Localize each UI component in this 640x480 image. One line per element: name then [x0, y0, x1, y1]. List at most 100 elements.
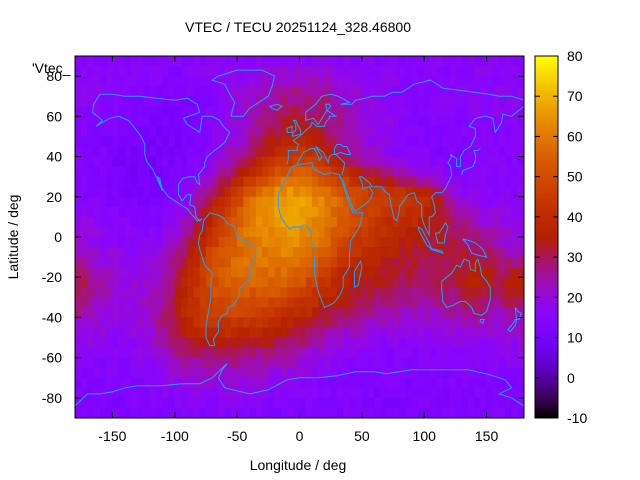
heatmap-cell	[330, 166, 338, 178]
heatmap-cell	[81, 247, 89, 258]
heatmap-cell	[287, 206, 294, 218]
heatmap-cell	[442, 206, 450, 218]
heatmap-cell	[280, 247, 288, 258]
colorbar-tick-label: 10	[567, 330, 583, 346]
heatmap-cell	[305, 176, 313, 188]
heatmap-cell	[343, 166, 350, 178]
heatmap-cell	[149, 337, 157, 349]
heatmap-cell	[156, 136, 163, 148]
heatmap-cell	[293, 206, 301, 218]
heatmap-cell	[511, 156, 519, 168]
heatmap-cell	[442, 327, 450, 339]
heatmap-cell	[162, 367, 170, 379]
heatmap-cell	[262, 397, 269, 409]
heatmap-cell	[106, 126, 114, 138]
heatmap-cell	[442, 377, 450, 389]
heatmap-cell	[243, 186, 251, 198]
heatmap-cell	[305, 66, 313, 77]
heatmap-cell	[474, 196, 481, 208]
heatmap-cell	[386, 317, 394, 329]
heatmap-cell	[237, 327, 244, 339]
heatmap-cell	[299, 407, 307, 418]
heatmap-cell	[411, 237, 419, 248]
heatmap-cell	[162, 186, 170, 198]
heatmap-cell	[149, 76, 157, 87]
heatmap-cell	[174, 176, 182, 188]
heatmap-cell	[205, 287, 213, 298]
heatmap-cell	[181, 66, 188, 77]
heatmap-cell	[224, 196, 232, 208]
heatmap-cell	[287, 116, 294, 127]
heatmap-cell	[467, 307, 475, 319]
heatmap-cell	[305, 196, 313, 208]
heatmap-cell	[230, 106, 238, 117]
heatmap-cell	[224, 216, 232, 228]
heatmap-cell	[81, 176, 89, 188]
heatmap-cell	[517, 86, 524, 97]
heatmap-cell	[143, 186, 151, 198]
heatmap-cell	[461, 186, 469, 198]
heatmap-cell	[99, 176, 107, 188]
heatmap-cell	[349, 136, 357, 148]
heatmap-cell	[330, 387, 338, 399]
heatmap-cell	[230, 337, 238, 349]
heatmap-cell	[187, 216, 195, 228]
heatmap-cell	[262, 176, 269, 188]
heatmap-cell	[243, 226, 251, 238]
heatmap-cell	[393, 76, 400, 87]
heatmap-cell	[430, 56, 438, 67]
heatmap-cell	[287, 96, 294, 107]
heatmap-cell	[218, 287, 226, 298]
heatmap-cell	[430, 397, 438, 409]
heatmap-cell	[299, 186, 307, 198]
heatmap-cell	[112, 86, 120, 97]
heatmap-cell	[156, 327, 163, 339]
heatmap-cell	[405, 86, 413, 97]
heatmap-cell	[368, 357, 375, 369]
heatmap-cell	[243, 287, 251, 298]
heatmap-cell	[280, 106, 288, 117]
heatmap-cell	[311, 206, 319, 218]
heatmap-cell	[480, 277, 488, 288]
heatmap-cell	[280, 226, 288, 238]
heatmap-cell	[162, 96, 170, 107]
heatmap-cell	[255, 136, 263, 148]
heatmap-cell	[461, 76, 469, 87]
heatmap-cell	[349, 126, 357, 138]
heatmap-cell	[492, 347, 500, 359]
heatmap-cell	[374, 96, 382, 107]
heatmap-cell	[442, 297, 450, 308]
heatmap-cell	[486, 176, 494, 188]
heatmap-cell	[93, 146, 101, 158]
heatmap-cell	[131, 297, 138, 308]
heatmap-cell	[436, 367, 444, 379]
heatmap-cell	[212, 287, 220, 298]
heatmap-cell	[455, 166, 463, 178]
heatmap-cell	[124, 136, 132, 148]
heatmap-cell	[486, 347, 494, 359]
heatmap-cell	[349, 96, 357, 107]
heatmap-cell	[287, 237, 294, 248]
heatmap-cell	[405, 397, 413, 409]
heatmap-cell	[255, 337, 263, 349]
heatmap-cell	[249, 327, 257, 339]
heatmap-cell	[461, 267, 469, 278]
heatmap-cell	[262, 86, 269, 97]
heatmap-cell	[336, 216, 344, 228]
heatmap-cell	[386, 357, 394, 369]
heatmap-cell	[124, 226, 132, 238]
heatmap-cell	[455, 307, 463, 319]
heatmap-cell	[499, 136, 506, 148]
heatmap-cell	[442, 347, 450, 359]
heatmap-cell	[461, 196, 469, 208]
heatmap-cell	[442, 126, 450, 138]
heatmap-cell	[124, 186, 132, 198]
heatmap-cell	[474, 387, 481, 399]
heatmap-cell	[137, 76, 145, 87]
heatmap-cell	[330, 216, 338, 228]
heatmap-cell	[343, 357, 350, 369]
heatmap-cell	[230, 226, 238, 238]
heatmap-cell	[255, 126, 263, 138]
heatmap-cell	[293, 237, 301, 248]
heatmap-cell	[517, 176, 524, 188]
